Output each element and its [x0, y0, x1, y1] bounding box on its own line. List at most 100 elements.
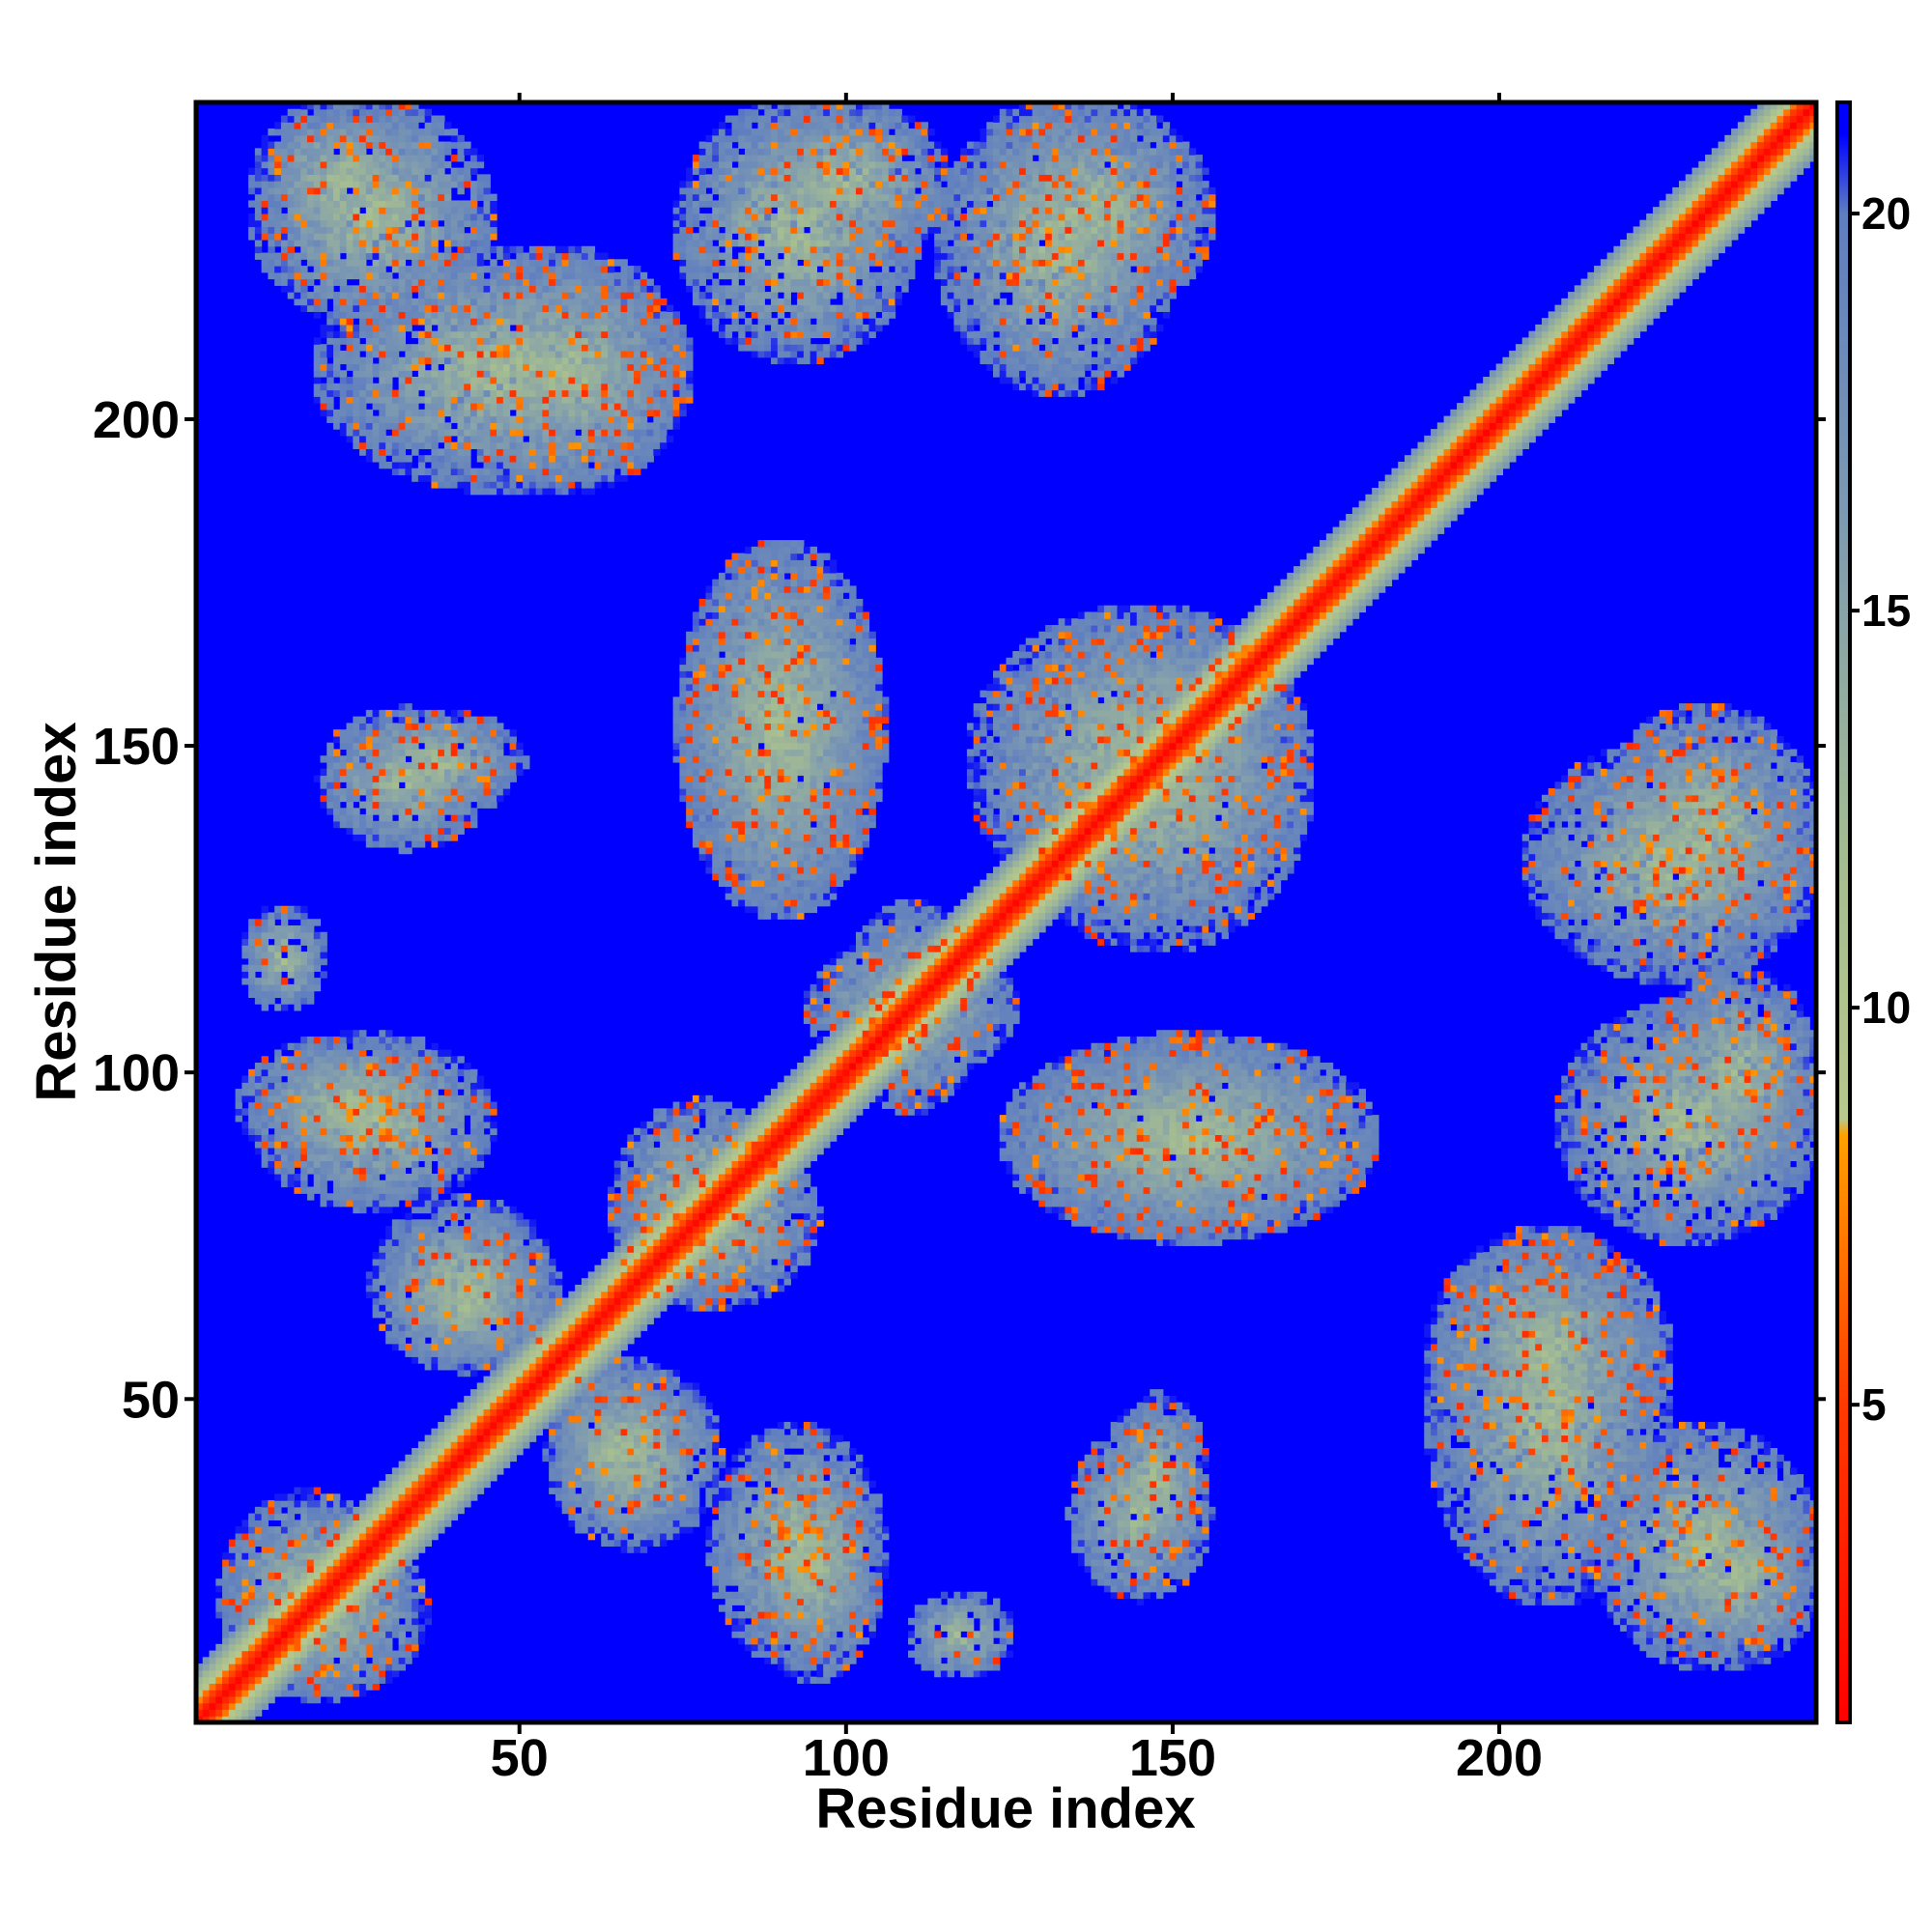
- heatmap-cell: [431, 820, 439, 829]
- heatmap-cell: [261, 1669, 269, 1678]
- heatmap-cell: [391, 1513, 400, 1520]
- heatmap-cell: [470, 337, 478, 345]
- heatmap-cell: [365, 794, 374, 803]
- heatmap-cell: [379, 383, 386, 391]
- heatmap-cell: [405, 344, 412, 352]
- heatmap-cell: [405, 1493, 412, 1501]
- heatmap-cell: [497, 1323, 504, 1331]
- heatmap-cell: [365, 226, 374, 234]
- heatmap-cell: [417, 1056, 426, 1064]
- heatmap-cell: [464, 1226, 471, 1234]
- heatmap-cell: [320, 134, 327, 143]
- heatmap-cell: [490, 1389, 497, 1397]
- heatmap-cell: [268, 952, 275, 959]
- heatmap-cell: [339, 1030, 348, 1037]
- heatmap-cell: [320, 1520, 327, 1527]
- heatmap-cell: [424, 240, 433, 247]
- heatmap-cell: [457, 788, 465, 796]
- heatmap-cell: [346, 271, 354, 280]
- heatmap-cell: [497, 1441, 504, 1449]
- heatmap-cell: [417, 1447, 426, 1456]
- heatmap-cell: [450, 801, 459, 809]
- heatmap-cell: [483, 292, 491, 299]
- heatmap-cell: [424, 344, 433, 352]
- heatmap-cell: [417, 1167, 426, 1175]
- heatmap-cell: [280, 1572, 289, 1579]
- heatmap-cell: [398, 1506, 406, 1515]
- heatmap-cell: [280, 1101, 289, 1109]
- heatmap-cell: [391, 1506, 400, 1515]
- heatmap-cell: [391, 1238, 400, 1246]
- heatmap-cell: [476, 193, 485, 202]
- heatmap-cell: [287, 174, 296, 182]
- heatmap-cell: [431, 200, 439, 208]
- heatmap-cell: [431, 801, 439, 809]
- heatmap-cell: [391, 749, 400, 756]
- heatmap-cell: [417, 226, 426, 234]
- heatmap-cell: [443, 1089, 452, 1096]
- heatmap-cell: [470, 735, 478, 744]
- heatmap-cell: [333, 1173, 341, 1181]
- heatmap-cell: [385, 1264, 393, 1273]
- heatmap-cell: [450, 723, 459, 730]
- heatmap-cell: [268, 240, 275, 247]
- heatmap-cell: [333, 271, 341, 280]
- heatmap-cell: [306, 1153, 315, 1162]
- heatmap-cell: [365, 775, 374, 782]
- heatmap-cell: [346, 1127, 354, 1136]
- heatmap-cell: [313, 978, 322, 985]
- heatmap-cell: [391, 344, 400, 352]
- heatmap-cell: [242, 1565, 249, 1574]
- heatmap-cell: [287, 1690, 296, 1697]
- heatmap-cell: [417, 311, 426, 319]
- heatmap-cell: [287, 1526, 296, 1534]
- heatmap-cell: [476, 1408, 485, 1416]
- heatmap-cell: [327, 1611, 334, 1619]
- heatmap-cell: [443, 1232, 452, 1240]
- heatmap-cell: [313, 1552, 322, 1560]
- heatmap-cell: [268, 1147, 275, 1155]
- heatmap-cell: [346, 1558, 354, 1567]
- heatmap-cell: [490, 1428, 497, 1436]
- heatmap-cell: [385, 298, 393, 306]
- heatmap-cell: [268, 1082, 275, 1090]
- heatmap-cell: [391, 723, 400, 730]
- heatmap-cell: [313, 1036, 322, 1044]
- heatmap-cell: [320, 1075, 327, 1083]
- heatmap-cell: [438, 1264, 445, 1273]
- heatmap-cell: [398, 1467, 406, 1475]
- heatmap-cell: [300, 167, 308, 175]
- heatmap-cell: [443, 344, 452, 352]
- heatmap-cell: [490, 1350, 497, 1357]
- heatmap-cell: [509, 481, 517, 489]
- heatmap-cell: [339, 761, 348, 770]
- heatmap-cell: [320, 403, 327, 411]
- heatmap-cell: [497, 775, 504, 782]
- heatmap-cell: [443, 1101, 452, 1109]
- heatmap-cell: [353, 160, 360, 169]
- heatmap-cell: [294, 945, 301, 952]
- heatmap-cell: [353, 415, 360, 423]
- heatmap-cell: [476, 1454, 485, 1463]
- heatmap-cell: [254, 919, 263, 926]
- heatmap-cell: [254, 1127, 263, 1136]
- heatmap-cell: [327, 134, 334, 143]
- heatmap-cell: [476, 429, 485, 437]
- heatmap-cell: [391, 808, 400, 815]
- heatmap-cell: [464, 1075, 471, 1083]
- heatmap-cell: [300, 1153, 308, 1162]
- heatmap-cell: [438, 128, 445, 136]
- heatmap-cell: [490, 383, 497, 391]
- heatmap-cell: [274, 990, 282, 999]
- heatmap-cell: [412, 1317, 419, 1325]
- heatmap-cell: [353, 1134, 360, 1142]
- heatmap-cell: [502, 271, 511, 280]
- heatmap-cell: [261, 1565, 269, 1574]
- heatmap-cell: [294, 912, 301, 920]
- heatmap-cell: [385, 1657, 393, 1664]
- heatmap-cell: [365, 285, 374, 293]
- heatmap-cell: [242, 1657, 249, 1664]
- heatmap-cell: [470, 292, 478, 299]
- heatmap-cell: [509, 468, 517, 476]
- heatmap-cell: [385, 1611, 393, 1619]
